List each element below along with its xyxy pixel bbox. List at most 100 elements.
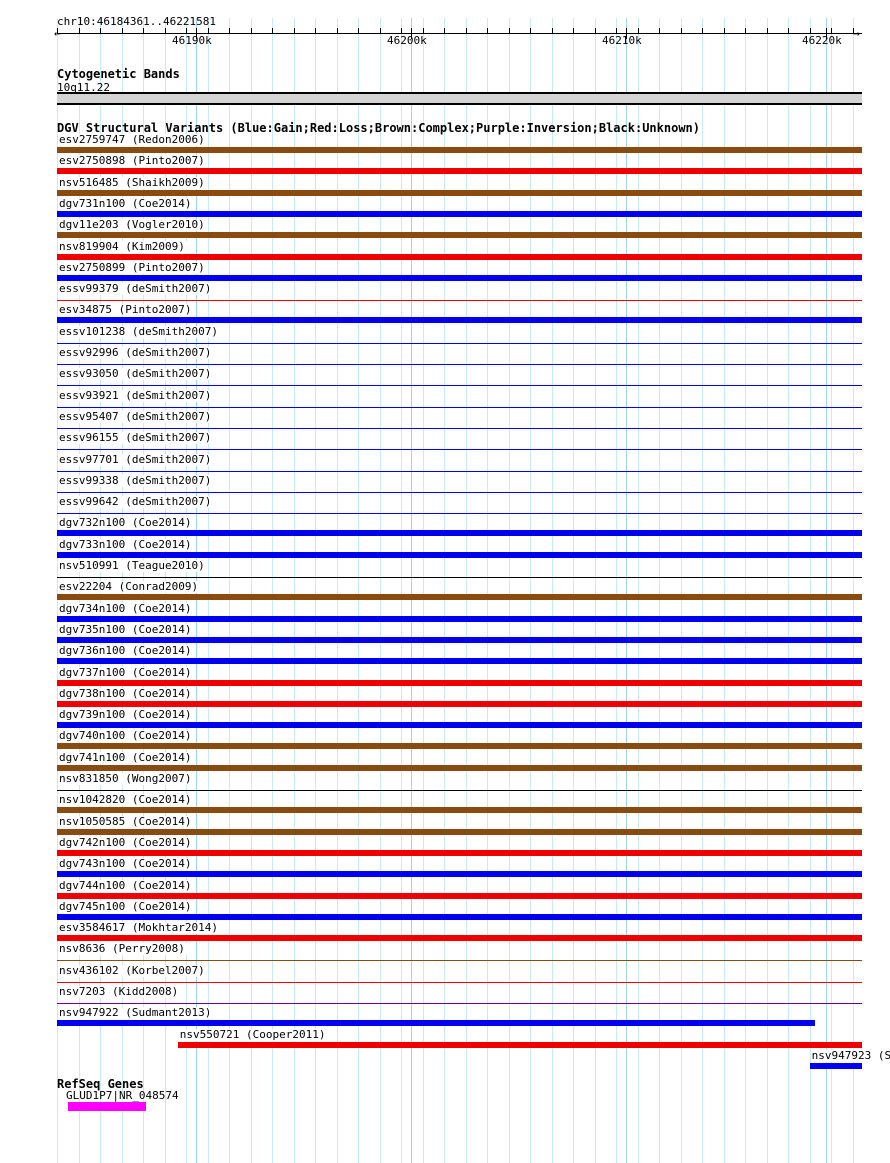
dgv-variant-bar[interactable] [57,189,862,196]
dgv-variant-bar[interactable] [57,790,862,791]
dgv-variant-row: esv2759747 (Redon2006) [0,134,890,155]
dgv-variant-bar[interactable] [57,700,862,707]
dgv-variant-row: dgv739n100 (Coe2014) [0,709,890,730]
dgv-variant-row: dgv741n100 (Coe2014) [0,751,890,773]
dgv-variant-bar[interactable] [57,849,862,856]
dgv-variant-bar[interactable] [57,491,862,493]
dgv-variant-bar[interactable] [57,253,862,260]
dgv-variant-label: essv97701 (deSmith2007) [59,452,214,466]
dgv-variant-bar[interactable] [177,1041,862,1048]
dgv-variant-bar[interactable] [57,364,862,365]
dgv-variant-bar[interactable] [57,764,862,771]
ruler-tick [122,28,123,34]
dgv-variant-bar[interactable] [57,1003,862,1004]
cytoband-bar[interactable] [57,92,862,105]
dgv-variant-label: nsv1042820 (Coe2014) [59,793,194,807]
dgv-variant-label: nsv516485 (Shaikh2009) [59,175,207,189]
dgv-variant-row: dgv736n100 (Coe2014) [0,645,890,666]
dgv-variant-bar[interactable] [57,274,862,281]
dgv-variant-bar[interactable] [809,1062,862,1069]
dgv-variant-label: esv2759747 (Redon2006) [59,133,207,146]
dgv-variant-label: essv95407 (deSmith2007) [59,409,214,423]
dgv-variant-row: essv95407 (deSmith2007) [0,409,890,432]
dgv-variant-label: dgv733n100 (Coe2014) [59,537,194,551]
dgv-variant-bar[interactable] [57,577,862,578]
dgv-variant-row: dgv737n100 (Coe2014) [0,666,890,688]
dgv-variant-bar[interactable] [57,210,862,217]
dgv-variant-row: nsv947923 (Su [0,1049,890,1071]
dgv-variant-row: nsv550721 (Cooper2011) [0,1027,890,1050]
dgv-variant-bar[interactable] [57,385,862,387]
dgv-variant-bar[interactable] [57,722,862,729]
dgv-variant-label: nsv819904 (Kim2009) [59,239,187,253]
dgv-variant-bar[interactable] [57,913,862,920]
dgv-variant-label: nsv436102 (Korbel2007) [59,963,207,977]
dgv-variant-bar[interactable] [57,470,862,472]
dgv-variant-label: essv101238 (deSmith2007) [59,324,220,338]
dgv-variant-label: dgv740n100 (Coe2014) [59,729,194,743]
dgv-variant-row: essv92996 (deSmith2007) [0,347,890,368]
dgv-variant-row: nsv947922 (Sudmant2013) [0,1007,890,1028]
dgv-variant-bar[interactable] [57,960,862,962]
dgv-variant-bar[interactable] [57,807,862,814]
dgv-variant-label: nsv550721 (Cooper2011) [179,1027,328,1041]
ruler-tick [810,28,811,34]
dgv-variant-bar[interactable] [57,828,862,835]
dgv-variant-bar[interactable] [57,743,862,750]
dgv-variant-bar[interactable] [57,317,862,324]
ruler-tick [509,28,510,34]
dgv-variant-bar[interactable] [57,406,862,408]
dgv-variant-bar[interactable] [57,551,862,558]
dgv-variant-label: essv99642 (deSmith2007) [59,495,214,509]
dgv-variant-label: dgv731n100 (Coe2014) [59,196,194,210]
dgv-variant-label: dgv735n100 (Coe2014) [59,622,194,636]
dgv-variant-bar[interactable] [57,1020,816,1027]
dgv-variant-row: esv3584617 (Mokhtar2014) [0,922,890,943]
dgv-variant-bar[interactable] [57,427,862,429]
refseq-genes-title: RefSeq Genes [57,1077,144,1091]
ruler-tick [100,28,101,34]
dgv-variant-label: dgv738n100 (Coe2014) [59,686,194,700]
ruler-tick-major [411,28,412,39]
dgv-variant-bar[interactable] [57,232,862,239]
dgv-variant-row: esv2750898 (Pinto2007) [0,155,890,176]
dgv-variant-bar[interactable] [57,935,862,942]
dgv-track-title: DGV Structural Variants (Blue:Gain;Red:L… [57,121,700,135]
ruler-tick-label: 46220k [802,34,842,47]
dgv-variant-row: nsv819904 (Kim2009) [0,239,890,262]
ruler-tick [681,28,682,34]
ruler-tick [57,28,58,34]
gene-bar-GLUD1P7[interactable] [68,1102,146,1111]
dgv-variant-bar[interactable] [57,636,862,643]
dgv-variant-row: dgv734n100 (Coe2014) [0,602,890,624]
dgv-variant-bar[interactable] [57,342,862,344]
ruler-tick [831,28,832,34]
dgv-variant-bar[interactable] [57,658,862,665]
ruler-tick [165,28,166,34]
dgv-variant-row: nsv8636 (Perry2008) [0,943,890,964]
dgv-variant-bar[interactable] [57,147,862,153]
dgv-variant-bar[interactable] [57,300,862,302]
dgv-variant-bar[interactable] [57,513,862,515]
dgv-variant-label: dgv745n100 (Coe2014) [59,899,194,913]
dgv-variant-label: dgv742n100 (Coe2014) [59,835,194,849]
ruler-tick-label: 46200k [387,34,427,47]
dgv-variant-bar[interactable] [57,530,862,537]
dgv-variant-bar[interactable] [57,168,862,175]
ruler-tick [143,28,144,34]
dgv-variant-label: esv34875 (Pinto2007) [59,303,194,317]
dgv-variant-bar[interactable] [57,871,862,878]
dgv-variant-bar[interactable] [57,449,862,451]
dgv-variant-bar[interactable] [57,594,862,601]
ruler-tick [337,28,338,34]
dgv-variant-bar[interactable] [57,679,862,686]
ruler-tick [788,28,789,34]
dgv-variant-bar[interactable] [57,981,862,983]
ruler-tick [444,28,445,34]
ruler-tick [487,28,488,34]
ruler-tick [659,28,660,34]
dgv-variant-label: dgv736n100 (Coe2014) [59,644,194,658]
dgv-variant-bar[interactable] [57,892,862,899]
dgv-variant-bar[interactable] [57,615,862,622]
ruler-tick [401,28,402,34]
